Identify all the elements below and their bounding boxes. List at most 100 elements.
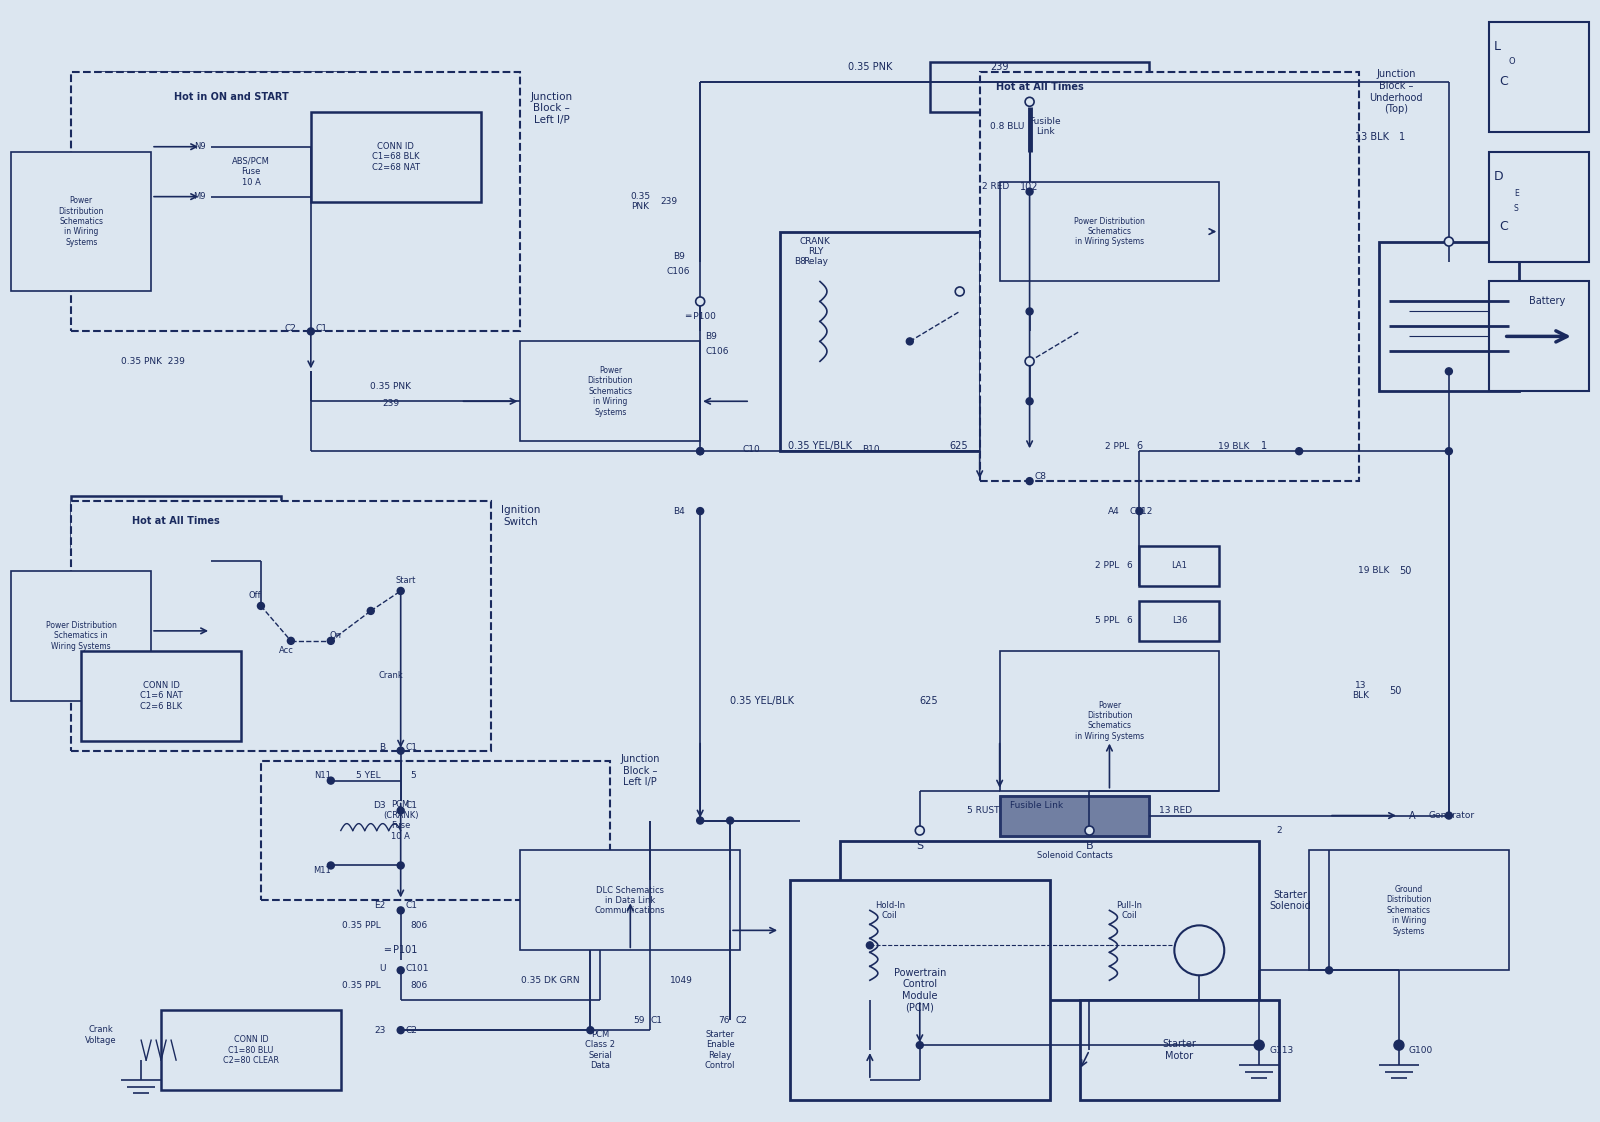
FancyBboxPatch shape [520, 341, 701, 441]
Circle shape [1026, 357, 1034, 366]
Text: C10: C10 [742, 444, 760, 453]
Text: 6: 6 [1126, 616, 1133, 625]
Text: Junction
Block –
Left I/P: Junction Block – Left I/P [621, 754, 659, 788]
Text: 19 BLK: 19 BLK [1358, 567, 1389, 576]
Text: 0.35 PNK  239: 0.35 PNK 239 [122, 357, 186, 366]
Circle shape [1026, 478, 1034, 485]
Text: C1: C1 [315, 324, 328, 333]
Text: 2 PPL: 2 PPL [1106, 442, 1130, 451]
Text: Solenoid Contacts: Solenoid Contacts [1037, 850, 1112, 859]
FancyBboxPatch shape [261, 761, 610, 901]
Text: C1: C1 [406, 743, 418, 752]
Text: D: D [1494, 171, 1504, 183]
Text: Hold-In
Coil: Hold-In Coil [875, 901, 906, 920]
Text: Powertrain
Control
Module
(PCM): Powertrain Control Module (PCM) [894, 968, 946, 1013]
Text: C2: C2 [285, 324, 296, 333]
Text: 1: 1 [1261, 441, 1267, 451]
Circle shape [258, 603, 264, 609]
Text: A4: A4 [1107, 507, 1120, 516]
Text: 2: 2 [1277, 826, 1282, 835]
Text: S: S [1514, 204, 1518, 213]
Text: DLC Schematics
in Data Link
Communications: DLC Schematics in Data Link Communicatio… [595, 885, 666, 916]
Text: M: M [1195, 946, 1205, 955]
Text: PCM
(CRANK)
Fuse
10 A: PCM (CRANK) Fuse 10 A [382, 800, 419, 840]
Circle shape [1325, 967, 1333, 974]
Circle shape [1136, 507, 1142, 515]
Circle shape [1026, 307, 1034, 315]
Circle shape [587, 1027, 594, 1033]
Circle shape [397, 1027, 405, 1033]
Text: 2 RED: 2 RED [982, 182, 1010, 191]
Circle shape [696, 448, 704, 454]
Text: C1: C1 [406, 901, 418, 910]
Text: 2 PPL: 2 PPL [1094, 561, 1120, 570]
Text: B8: B8 [794, 257, 806, 266]
Text: 23: 23 [374, 1026, 386, 1034]
Text: C8: C8 [1035, 471, 1046, 480]
Text: Crank
Voltage: Crank Voltage [85, 1026, 117, 1045]
Circle shape [1394, 1040, 1403, 1050]
Text: Junction
Block –
Left I/P: Junction Block – Left I/P [531, 92, 573, 125]
FancyBboxPatch shape [979, 72, 1358, 481]
Text: Hot at All Times: Hot at All Times [133, 516, 219, 526]
Text: B9: B9 [674, 252, 685, 261]
FancyBboxPatch shape [72, 72, 520, 331]
Text: Starter
Solenoid: Starter Solenoid [1269, 890, 1310, 911]
FancyBboxPatch shape [781, 231, 979, 451]
Text: 625: 625 [920, 696, 939, 706]
Circle shape [1254, 1040, 1264, 1050]
Text: Power
Distribution
Schematics
in Wiring
Systems: Power Distribution Schematics in Wiring … [587, 366, 634, 416]
Circle shape [288, 637, 294, 644]
Text: Power
Distribution
Schematics
in Wiring Systems: Power Distribution Schematics in Wiring … [1075, 700, 1144, 741]
Text: ABS/PCM
Fuse
10 A: ABS/PCM Fuse 10 A [232, 157, 270, 186]
Text: 0.35
PNK: 0.35 PNK [630, 192, 650, 211]
FancyBboxPatch shape [790, 881, 1050, 1100]
Text: Start: Start [395, 577, 416, 586]
FancyBboxPatch shape [101, 72, 360, 122]
Text: G100: G100 [1410, 1046, 1434, 1055]
Text: 1: 1 [1398, 131, 1405, 141]
Text: 0.35 YEL/BLK: 0.35 YEL/BLK [730, 696, 794, 706]
Text: B4: B4 [674, 507, 685, 516]
Text: C106: C106 [667, 267, 690, 276]
Circle shape [696, 448, 704, 454]
FancyBboxPatch shape [1490, 22, 1589, 131]
Circle shape [307, 328, 314, 334]
Text: Hot at All Times: Hot at All Times [995, 82, 1083, 92]
Circle shape [726, 817, 734, 824]
FancyBboxPatch shape [1139, 546, 1219, 586]
Circle shape [397, 588, 405, 595]
Text: 13
BLK: 13 BLK [1352, 681, 1370, 700]
FancyBboxPatch shape [310, 112, 480, 202]
Text: 5 YEL: 5 YEL [357, 771, 381, 780]
Text: Hot in ON and START: Hot in ON and START [174, 92, 288, 102]
Circle shape [696, 297, 704, 306]
Text: Power Distribution
Schematics
in Wiring Systems: Power Distribution Schematics in Wiring … [1074, 217, 1146, 247]
FancyBboxPatch shape [162, 1010, 341, 1091]
Circle shape [1026, 398, 1034, 405]
Text: 0.35 YEL/BLK: 0.35 YEL/BLK [787, 441, 851, 451]
Text: C106: C106 [706, 347, 728, 356]
Text: CRANK
RLY
Relay: CRANK RLY Relay [800, 237, 830, 266]
Circle shape [328, 862, 334, 868]
Text: 239: 239 [382, 398, 400, 407]
Text: L: L [1494, 40, 1501, 54]
FancyBboxPatch shape [1000, 651, 1219, 791]
Text: 5 PPL: 5 PPL [1094, 616, 1120, 625]
Text: A: A [1410, 810, 1416, 820]
Circle shape [1445, 812, 1453, 819]
Text: 76: 76 [718, 1015, 730, 1024]
Text: M11: M11 [314, 866, 331, 875]
Text: CONN ID
C1=6 NAT
C2=6 BLK: CONN ID C1=6 NAT C2=6 BLK [139, 681, 182, 710]
Text: 0.35 PNK: 0.35 PNK [848, 62, 893, 72]
FancyBboxPatch shape [11, 151, 150, 292]
Text: Power Distribution
Schematics in
Wiring Systems: Power Distribution Schematics in Wiring … [46, 620, 117, 651]
Text: 239: 239 [990, 62, 1010, 72]
Text: Generator: Generator [1429, 811, 1475, 820]
Text: E: E [1514, 190, 1518, 199]
Circle shape [1445, 237, 1453, 246]
Circle shape [328, 637, 334, 644]
Circle shape [1026, 98, 1034, 107]
Text: Battery: Battery [1528, 296, 1565, 306]
Text: 806: 806 [411, 921, 427, 930]
